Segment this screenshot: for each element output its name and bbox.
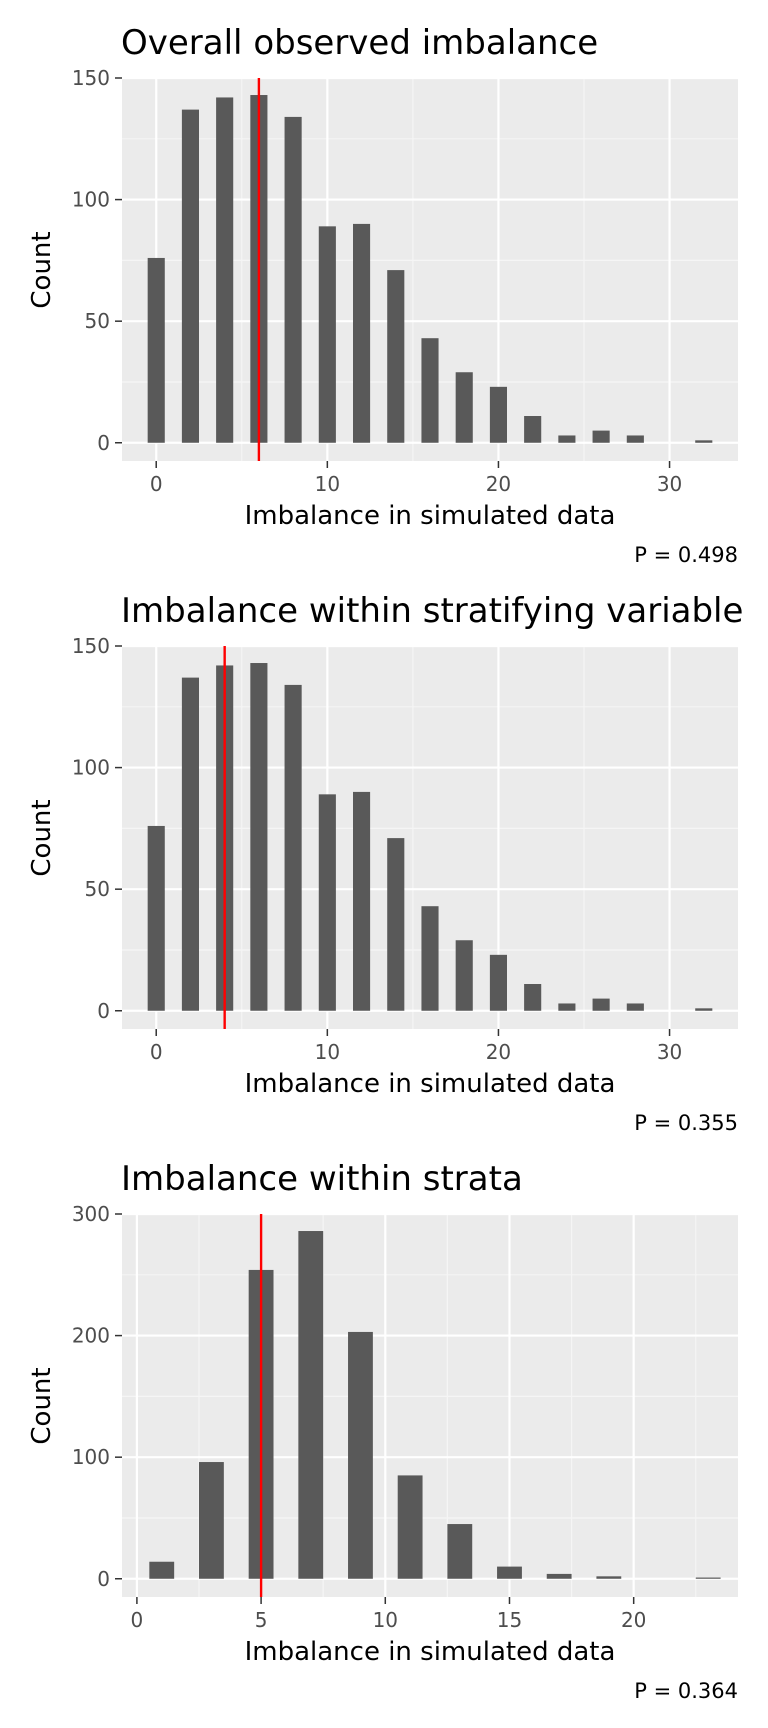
chart-2-y-axis-title: Count <box>27 799 57 876</box>
chart-3-x-axis-title: Imbalance in simulated data <box>245 1637 616 1667</box>
chart-1-bar <box>489 386 507 443</box>
chart-3-title: Imbalance within strata <box>121 1159 523 1199</box>
chart-2-x-tick-label: 30 <box>657 1040 682 1064</box>
chart-1-y-tick-label: 150 <box>72 66 110 90</box>
chart-3-bar <box>348 1331 373 1579</box>
chart-2-bar <box>147 825 165 1011</box>
chart-2-bar <box>284 684 302 1011</box>
chart-1-y-tick-label: 0 <box>97 431 110 455</box>
chart-2-bar <box>489 954 507 1011</box>
chart-1-x-tick-label: 20 <box>486 472 511 496</box>
chart-3-bar <box>546 1573 572 1579</box>
chart-3-y-tick-label: 200 <box>72 1324 110 1348</box>
chart-2-bar <box>387 838 405 1011</box>
chart-2-bar <box>455 940 473 1011</box>
chart-3-x-tick-label: 5 <box>255 1608 268 1632</box>
chart-3-bar <box>447 1524 473 1579</box>
chart-3-p-value: P = 0.364 <box>634 1679 738 1703</box>
chart-panel-1: Overall observed imbalance 0 50 100 150 0 10… <box>27 23 738 567</box>
chart-3-bar <box>596 1576 622 1579</box>
chart-2-x-axis-title: Imbalance in simulated data <box>245 1069 616 1099</box>
chart-1-bar <box>558 435 576 443</box>
chart-3-bar <box>695 1577 721 1579</box>
chart-panel-2: Imbalance within stratifying variable 0 5… <box>27 591 743 1135</box>
chart-1-bar <box>181 109 199 443</box>
chart-1-title: Overall observed imbalance <box>121 23 598 63</box>
chart-panel-3: Imbalance within strata 0 100 200 300 0 5 10 1… <box>27 1159 738 1703</box>
chart-1-bar <box>421 338 439 443</box>
chart-1-bar <box>626 435 644 443</box>
chart-2-x-tick-label: 10 <box>315 1040 340 1064</box>
chart-3-bar <box>497 1566 522 1579</box>
chart-2-title: Imbalance within stratifying variable <box>121 591 743 631</box>
chart-1-bar <box>524 416 542 443</box>
chart-2-bar <box>250 663 268 1011</box>
chart-1-bar <box>695 440 713 443</box>
chart-2-bar <box>695 1008 713 1011</box>
chart-2-bar <box>181 677 199 1011</box>
chart-3-y-tick-label: 0 <box>97 1567 110 1591</box>
chart-2-bars <box>147 663 713 1011</box>
chart-2-x-tick-label: 0 <box>150 1040 163 1064</box>
chart-1-bar <box>455 372 473 443</box>
chart-2-y-tick-label: 0 <box>97 999 110 1023</box>
chart-1-bar <box>387 270 405 443</box>
chart-3-y-tick-label: 300 <box>72 1202 110 1226</box>
chart-3-plot-background <box>122 1214 738 1597</box>
chart-3-x-tick-label: 0 <box>131 1608 144 1632</box>
chart-2-bar <box>592 998 610 1011</box>
chart-3-bar <box>298 1231 324 1579</box>
chart-2-bar <box>318 794 336 1011</box>
chart-1-x-tick-label: 10 <box>315 472 340 496</box>
chart-2-p-value: P = 0.355 <box>634 1111 738 1135</box>
chart-3-y-axis-title: Count <box>27 1367 57 1444</box>
chart-3-y-tick-label: 100 <box>72 1445 110 1469</box>
chart-3-bar <box>199 1462 224 1579</box>
chart-2-y-tick-label: 50 <box>85 877 110 901</box>
chart-2-bar <box>524 984 542 1011</box>
chart-1-bar <box>353 223 371 443</box>
chart-3-x-tick-label: 10 <box>373 1608 398 1632</box>
chart-1-bar <box>147 257 165 443</box>
chart-1-bar <box>592 430 610 443</box>
chart-2-bar <box>421 906 439 1011</box>
chart-1-bars <box>147 95 713 443</box>
chart-1-bar <box>216 97 234 443</box>
chart-3-bar <box>149 1561 175 1579</box>
chart-1-x-tick-label: 0 <box>150 472 163 496</box>
chart-1-x-axis: 0 10 20 30 <box>150 461 682 496</box>
chart-2-bar <box>353 791 371 1011</box>
chart-1-x-axis-title: Imbalance in simulated data <box>245 501 616 531</box>
chart-1-y-tick-label: 100 <box>72 188 110 212</box>
chart-1-bar <box>318 226 336 443</box>
chart-2-x-tick-label: 20 <box>486 1040 511 1064</box>
chart-2-bar <box>558 1003 576 1011</box>
chart-1-p-value: P = 0.498 <box>634 543 738 567</box>
chart-2-y-tick-label: 100 <box>72 756 110 780</box>
chart-1-y-tick-label: 50 <box>85 309 110 333</box>
chart-3-x-axis: 0 5 10 15 20 <box>131 1597 646 1632</box>
chart-2-bar <box>626 1003 644 1011</box>
chart-1-y-axis-title: Count <box>27 231 57 308</box>
chart-3-y-axis: 0 100 200 300 <box>72 1202 122 1591</box>
chart-2-y-axis: 0 50 100 150 <box>72 634 122 1023</box>
chart-1-bar <box>284 116 302 443</box>
chart-3-x-tick-label: 20 <box>621 1608 646 1632</box>
chart-1-x-tick-label: 30 <box>657 472 682 496</box>
chart-3-x-tick-label: 15 <box>497 1608 522 1632</box>
chart-2-y-tick-label: 150 <box>72 634 110 658</box>
chart-1-y-axis: 0 50 100 150 <box>72 66 122 455</box>
chart-3-bar <box>397 1475 423 1579</box>
chart-2-x-axis: 0 10 20 30 <box>150 1029 682 1064</box>
